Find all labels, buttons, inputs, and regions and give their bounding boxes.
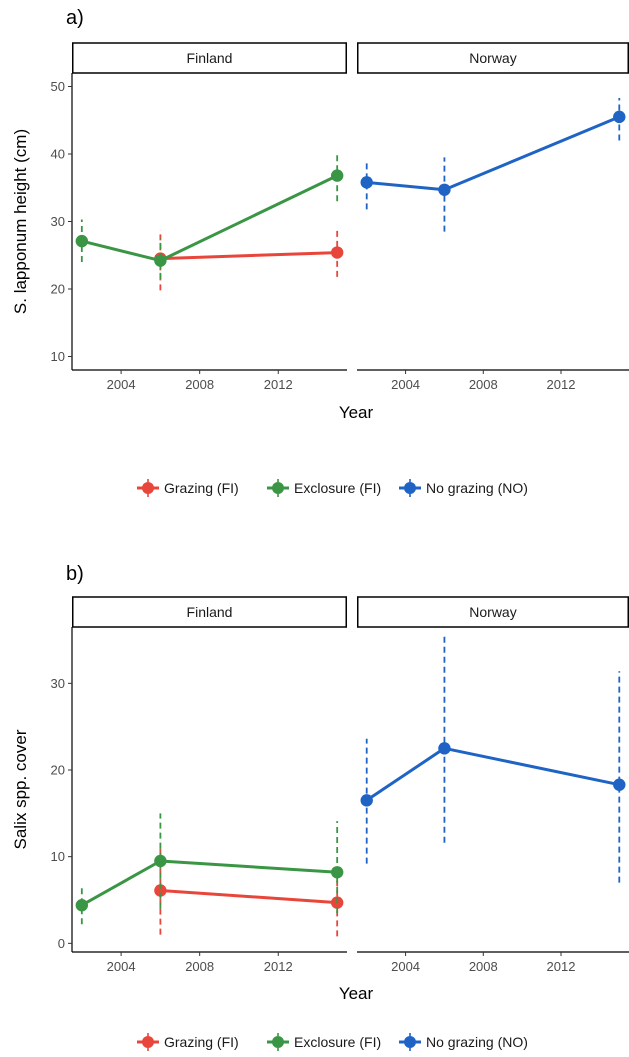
legend-label: Exclosure (FI) [294,1034,381,1050]
series-exclosure-fi [75,151,344,279]
data-point [75,899,89,912]
series-line [160,889,338,905]
y-tick-label: 10 [51,349,65,364]
legend-key-point [142,1036,154,1048]
x-tick-label: 2004 [391,959,420,974]
legend-label: No grazing (NO) [426,1034,528,1050]
x-tick-label: 2012 [264,377,293,392]
x-tick-label: 2012 [547,377,576,392]
y-tick-label: 40 [51,147,65,162]
facet-norway: Norway 2004 2008 2012 [357,42,629,392]
x-tick-label: 2004 [107,377,136,392]
panel-letter: a) [66,7,84,29]
series-line [366,115,620,192]
facet-strip [357,42,629,74]
x-tick-label: 2012 [264,959,293,974]
series-no-grazing-no [360,636,626,883]
data-point [330,866,344,879]
facet-strip-label: Finland [187,604,233,620]
legend-label: Exclosure (FI) [294,480,381,496]
legend-entry-no-grazing-no: No grazing (NO) [399,479,528,497]
data-point [154,884,167,897]
data-point [613,110,626,124]
legend-label: No grazing (NO) [426,480,528,496]
y-tick-label: 20 [51,282,65,297]
facet-finland: Finland 2004 2008 2012 [72,42,347,392]
y-tick-label: 20 [51,763,65,778]
legend: Grazing (FI) Exclosure (FI) No grazing (NO… [137,1033,528,1051]
panel-a: a) S. lapponum height (cm) 10 20 30 40 50 Year F… [11,7,629,497]
y-axis-title: Salix spp. cover [11,729,30,849]
series-line [81,174,338,263]
series-line [160,251,338,261]
legend-key-point [272,1036,284,1048]
data-point [330,246,344,259]
data-point [360,176,373,189]
x-tick-label: 2012 [547,959,576,974]
legend-entry-grazing-fi: Grazing (FI) [137,479,239,497]
y-tick-label: 10 [51,849,65,864]
y-axis-title: S. lapponum height (cm) [11,129,30,314]
x-axis-title: Year [339,984,374,1003]
data-point [438,183,451,196]
data-point [438,742,451,755]
legend-key-point [272,482,284,494]
panel-letter: b) [66,563,84,585]
data-point [154,254,167,267]
x-axis-title: Year [339,403,374,422]
x-tick-label: 2004 [391,377,420,392]
facet-finland: Finland 2004 2008 2012 [72,596,347,974]
panel-b: b) Salix spp. cover 0 10 20 30 Year Finland 2004… [11,563,629,1051]
x-tick-label: 2008 [469,959,498,974]
data-point [330,169,344,182]
legend-key-point [404,1036,416,1048]
series-grazing-fi [154,227,344,291]
y-tick-label: 30 [51,214,65,229]
legend-entry-exclosure-fi: Exclosure (FI) [267,479,381,497]
series-exclosure-fi [75,813,344,925]
facet-strip-label: Finland [187,50,233,66]
series-line [365,746,620,802]
legend-key-point [142,482,154,494]
legend-label: Grazing (FI) [164,1034,239,1050]
facet-strip [72,596,347,628]
legend-entry-no-grazing-no: No grazing (NO) [399,1033,528,1051]
data-point [75,234,89,248]
x-tick-label: 2004 [107,959,136,974]
legend-label: Grazing (FI) [164,480,239,496]
y-tick-label: 0 [58,936,65,951]
legend-key-point [404,482,416,494]
legend: Grazing (FI) Exclosure (FI) No grazing (NO… [137,479,528,497]
data-point [360,794,373,807]
facet-strip [72,42,347,74]
data-point [613,778,626,791]
facet-strip-label: Norway [469,604,516,620]
x-tick-label: 2008 [185,959,214,974]
facet-norway: Norway 2004 2008 2012 [357,596,629,974]
facet-strip-label: Norway [469,50,516,66]
y-tick-label: 50 [51,79,65,94]
data-point [154,854,167,868]
facet-strip [357,596,629,628]
series-no-grazing-no [360,97,626,232]
y-tick-label: 30 [51,676,65,691]
legend-entry-exclosure-fi: Exclosure (FI) [267,1033,381,1051]
x-tick-label: 2008 [469,377,498,392]
x-tick-label: 2008 [185,377,214,392]
legend-entry-grazing-fi: Grazing (FI) [137,1033,239,1051]
